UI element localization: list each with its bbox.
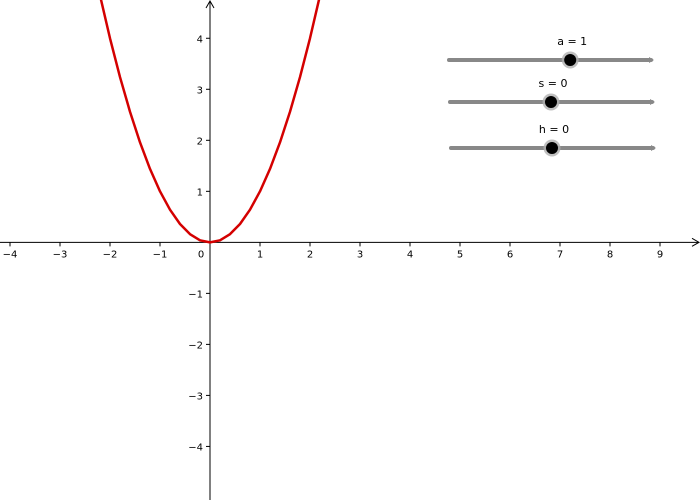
x-tick-label: 7: [557, 249, 563, 260]
y-tick-label: 3: [197, 85, 203, 96]
x-tick-label: 2: [307, 249, 313, 260]
y-tick-label: −2: [188, 340, 203, 351]
slider-track-arrow: [650, 99, 655, 105]
slider-knob[interactable]: [545, 96, 557, 108]
slider-a[interactable]: a = 1: [447, 35, 654, 69]
y-tick-label: −3: [188, 391, 203, 402]
y-tick-label: 2: [197, 136, 203, 147]
parabola-curve[interactable]: [99, 0, 321, 244]
x-tick-label: −4: [3, 249, 18, 260]
slider-knob[interactable]: [546, 142, 558, 154]
slider-track-arrow: [649, 57, 654, 63]
y-tick-label: −1: [188, 289, 203, 300]
slider-s[interactable]: s = 0: [448, 77, 655, 111]
origin-label: 0: [198, 249, 204, 260]
y-tick-label: 1: [197, 187, 203, 198]
x-axis-arrow: [691, 237, 700, 247]
x-tick-label: 1: [257, 249, 263, 260]
x-tick-label: −2: [103, 249, 118, 260]
x-tick-label: 5: [457, 249, 463, 260]
x-tick-label: −3: [53, 249, 68, 260]
x-tick-label: 6: [507, 249, 513, 260]
y-axis-arrow: [205, 0, 215, 9]
slider-h[interactable]: h = 0: [449, 123, 656, 157]
y-tick-label: −4: [188, 442, 203, 453]
x-tick-label: 3: [357, 249, 363, 260]
slider-label: h = 0: [539, 123, 569, 136]
x-tick-label: 4: [407, 249, 413, 260]
y-tick-label: 4: [197, 34, 203, 45]
slider-label: a = 1: [557, 35, 587, 48]
slider-knob[interactable]: [564, 54, 577, 66]
x-tick-label: −1: [153, 249, 168, 260]
curve-layer: [99, 0, 321, 244]
x-tick-label: 8: [607, 249, 613, 260]
slider-track-arrow: [651, 145, 656, 151]
slider-label: s = 0: [539, 77, 568, 90]
x-tick-label: 9: [657, 249, 663, 260]
slider-panel: a = 1 s = 0 h = 0: [447, 35, 656, 157]
